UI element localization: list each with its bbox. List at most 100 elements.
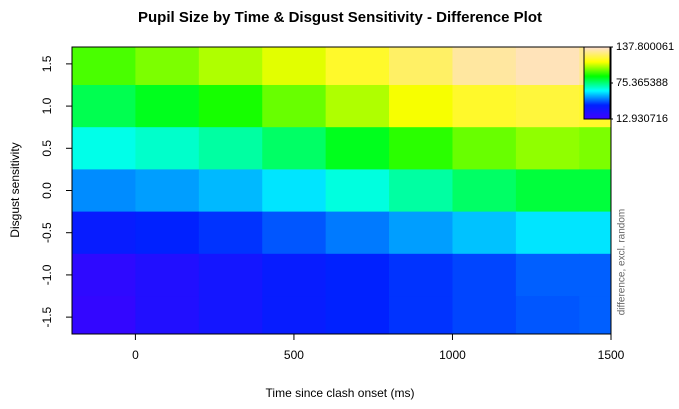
colorbar-tick-label: 12.930716 <box>616 113 668 125</box>
chart-title: Pupil Size by Time & Disgust Sensitivity… <box>138 9 542 26</box>
colorbar-label: difference, excl. random <box>617 209 628 316</box>
colorbar-swatch <box>584 92 610 94</box>
colorbar-swatch <box>584 101 610 103</box>
heat-cell <box>325 253 390 297</box>
colorbar-swatch <box>584 109 610 111</box>
heat-cell <box>135 211 200 255</box>
heat-cell <box>452 127 517 170</box>
colorbar-swatch <box>584 117 610 119</box>
heat-cell <box>452 47 517 86</box>
heat-cell <box>262 211 327 255</box>
colorbar-swatch <box>584 114 610 116</box>
y-tick-label: 1.5 <box>40 55 54 72</box>
heat-cell <box>515 169 580 213</box>
colorbar-swatch <box>584 59 610 61</box>
colorbar-swatch <box>584 111 610 113</box>
colorbar-swatch <box>584 83 610 85</box>
y-tick-label: 0.0 <box>40 182 54 199</box>
heat-cell <box>135 47 200 86</box>
heat-cell <box>389 296 453 335</box>
colorbar-swatch <box>584 57 610 59</box>
colorbar-swatch <box>584 115 610 117</box>
heat-cell <box>72 84 136 128</box>
x-tick-label: 1500 <box>598 348 625 362</box>
heat-cell <box>389 47 453 86</box>
heat-cell <box>72 253 136 297</box>
heat-cell <box>515 253 580 297</box>
heat-cell <box>515 84 580 128</box>
colorbar-swatch <box>584 47 610 49</box>
heat-cell <box>325 211 390 255</box>
colorbar-swatch <box>584 112 610 114</box>
x-tick-label: 1000 <box>439 348 466 362</box>
heat-cell <box>198 211 263 255</box>
colorbar-swatch <box>584 96 610 98</box>
heat-cell <box>135 253 200 297</box>
colorbar-swatch <box>584 62 610 64</box>
colorbar-swatch <box>584 74 610 76</box>
colorbar-swatch <box>584 50 610 52</box>
colorbar-tick-label: 137.800061 <box>616 41 674 53</box>
colorbar-swatch <box>584 95 610 97</box>
colorbar-swatch <box>584 104 610 106</box>
heat-cell <box>389 84 453 128</box>
y-tick-label: -1.0 <box>40 264 54 285</box>
y-tick-label: 1.0 <box>40 97 54 114</box>
x-tick-label: 500 <box>284 348 304 362</box>
colorbar-swatch <box>584 91 610 93</box>
heat-cell <box>515 47 580 86</box>
colorbar-swatch <box>584 79 610 81</box>
heat-cell <box>135 84 200 128</box>
heat-cell <box>389 253 453 297</box>
heat-cell <box>72 296 136 335</box>
heat-cell <box>198 47 263 86</box>
colorbar-swatch <box>584 56 610 58</box>
colorbar-swatch <box>584 61 610 63</box>
y-tick-label: 0.5 <box>40 140 54 157</box>
colorbar-swatch <box>584 90 610 92</box>
colorbar-swatch <box>584 80 610 82</box>
colorbar-swatch <box>584 78 610 80</box>
colorbar-swatch <box>584 100 610 102</box>
heat-cell <box>325 296 390 335</box>
colorbar-swatch <box>584 65 610 67</box>
colorbar-swatch <box>584 98 610 100</box>
heat-cell <box>262 47 327 86</box>
colorbar-swatch <box>584 72 610 74</box>
colorbar-swatch <box>584 60 610 62</box>
colorbar-swatch <box>584 68 610 70</box>
colorbar-swatch <box>584 54 610 56</box>
heat-cell <box>262 169 327 213</box>
colorbar-swatch <box>584 76 610 78</box>
y-tick-label: -0.5 <box>40 222 54 243</box>
colorbar-swatch <box>584 73 610 75</box>
heat-cell <box>325 127 390 170</box>
colorbar-swatch <box>584 87 610 89</box>
heat-cell <box>72 127 136 170</box>
heat-cell <box>452 296 517 335</box>
heat-cell <box>579 211 612 255</box>
colorbar-swatch <box>584 86 610 88</box>
colorbar-swatch <box>584 105 610 107</box>
colorbar-swatch <box>584 67 610 69</box>
heat-cell <box>515 296 580 335</box>
colorbar-swatch <box>584 84 610 86</box>
colorbar-swatch <box>584 113 610 115</box>
colorbar-swatch <box>584 93 610 95</box>
heat-cell <box>135 169 200 213</box>
colorbar-swatch <box>584 110 610 112</box>
heat-cell <box>452 84 517 128</box>
colorbar-swatch <box>584 88 610 90</box>
heat-cell <box>72 47 136 86</box>
heat-cell <box>262 296 327 335</box>
colorbar-swatch <box>584 77 610 79</box>
heat-cell <box>579 253 612 297</box>
colorbar-swatch <box>584 48 610 50</box>
heat-cell <box>198 169 263 213</box>
heat-cell <box>198 84 263 128</box>
heat-cell <box>198 127 263 170</box>
heat-cell <box>262 84 327 128</box>
x-axis-label: Time since clash onset (ms) <box>266 386 415 400</box>
colorbar-swatch <box>584 85 610 87</box>
